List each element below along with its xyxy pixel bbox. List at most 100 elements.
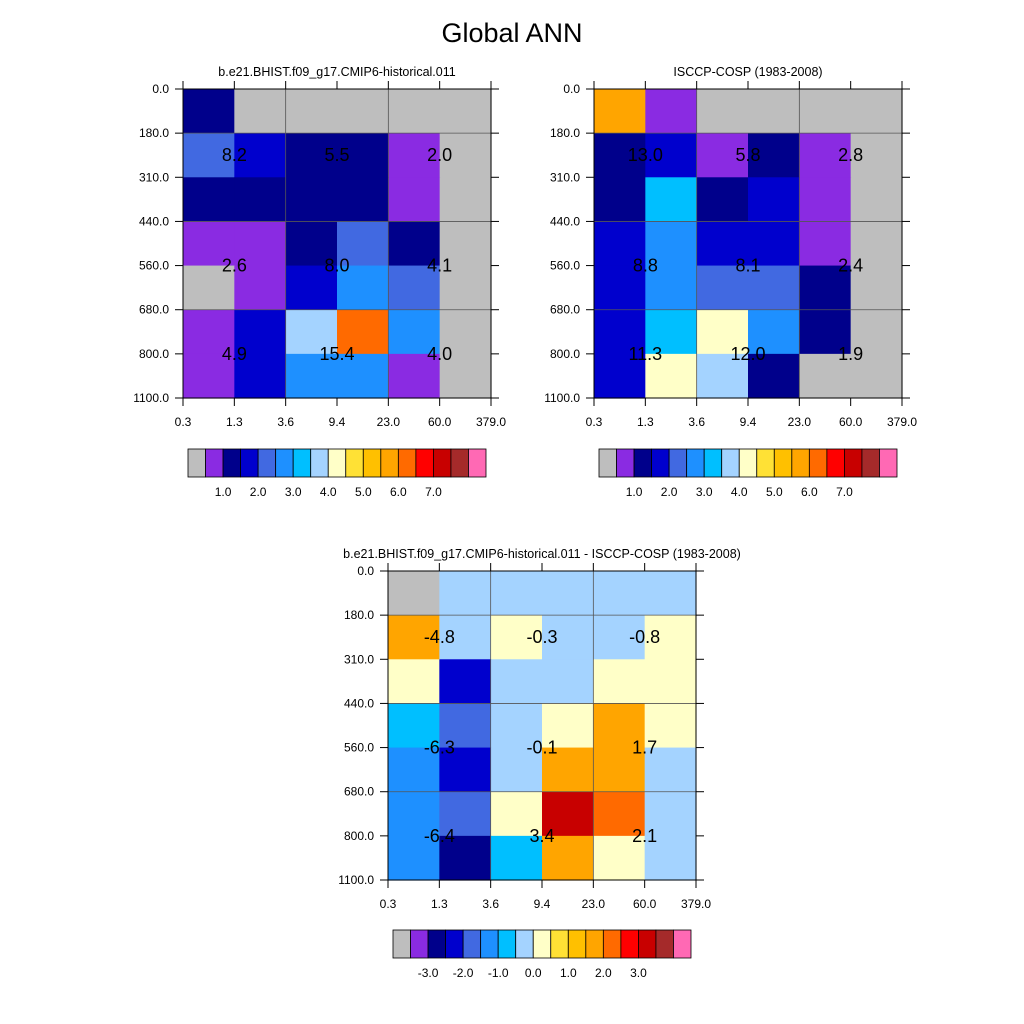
heatmap-cell <box>799 309 852 355</box>
heatmap-cell <box>593 747 646 793</box>
heatmap-cell <box>388 309 441 355</box>
cell-value-label: 12.0 <box>730 344 765 364</box>
heatmap-cell <box>593 703 646 749</box>
cell-value-label: 2.4 <box>838 256 863 276</box>
cell-value-label: -6.4 <box>424 826 455 846</box>
colorbar-swatch <box>410 929 429 959</box>
heatmap-cell <box>490 791 543 837</box>
colorbar-label: 6.0 <box>801 485 818 499</box>
y-tick-label: 560.0 <box>344 741 374 755</box>
colorbar-swatch <box>602 929 622 959</box>
colorbar-swatch <box>756 448 775 478</box>
heatmap-cell <box>490 571 543 616</box>
colorbar-swatch <box>310 448 329 478</box>
colorbar-swatch <box>327 448 347 478</box>
heatmap-cell <box>748 133 800 178</box>
panel-title: ISCCP-COSP (1983-2008) <box>673 65 822 79</box>
heatmap-cell <box>388 747 440 793</box>
heatmap-cell <box>696 89 749 134</box>
x-tick-label: 0.3 <box>586 415 603 429</box>
colorbar-label: 4.0 <box>320 485 337 499</box>
heatmap-cell <box>644 571 697 616</box>
colorbar-swatch <box>397 448 417 478</box>
heatmap-cell <box>388 571 440 616</box>
heatmap-cell <box>183 309 235 355</box>
y-tick-label: 310.0 <box>139 170 169 184</box>
colorbar-swatch <box>257 448 277 478</box>
heatmap-cell <box>542 791 594 837</box>
heatmap-cell <box>645 133 698 178</box>
heatmap-cell <box>594 309 646 355</box>
heatmap-cell <box>594 221 646 267</box>
heatmap-cell <box>439 703 492 749</box>
y-tick-label: 1100.0 <box>338 873 374 887</box>
x-tick-label: 1.3 <box>431 897 448 911</box>
heatmap-cell <box>388 703 440 749</box>
colorbar-swatch <box>686 448 705 478</box>
x-tick-label: 1.3 <box>226 415 243 429</box>
heatmap-cell <box>337 89 389 134</box>
colorbar-label: -1.0 <box>488 966 509 980</box>
heatmap-cell <box>542 659 594 705</box>
colorbar-swatch <box>515 929 534 959</box>
colorbar-swatch <box>362 448 382 478</box>
heatmap-cell <box>644 835 697 881</box>
heatmap-cell <box>593 615 646 660</box>
heatmap-cell <box>799 221 852 267</box>
x-tick-label: 379.0 <box>887 415 917 429</box>
colorbar-swatch <box>738 448 758 478</box>
heatmap-cell <box>799 89 852 134</box>
heatmap-panel-2: ISCCP-COSP (1983-2008) 0.0 180.0 310.0 440.0… <box>544 65 917 499</box>
y-tick-label: 310.0 <box>344 652 374 666</box>
heatmap-cell <box>183 265 235 311</box>
cell-value-label: 2.1 <box>632 826 657 846</box>
cell-value-label: 8.1 <box>735 256 760 276</box>
colorbar-swatch <box>497 929 517 959</box>
colorbar-label: 1.0 <box>560 966 577 980</box>
heatmap-cell <box>850 353 903 399</box>
heatmap-cell <box>439 133 492 178</box>
heatmap-cell <box>337 309 389 355</box>
heatmap-cell <box>337 177 389 223</box>
x-tick-label: 0.3 <box>175 415 192 429</box>
heatmap-cell <box>439 835 492 881</box>
heatmap-cell <box>337 353 389 399</box>
colorbar-label: 6.0 <box>390 485 407 499</box>
heatmap-cell <box>285 353 338 399</box>
heatmap-cell <box>388 835 440 881</box>
heatmap-cell <box>285 265 338 311</box>
y-tick-label: 0.0 <box>357 564 374 578</box>
heatmap-cell <box>593 791 646 837</box>
colorbar-label: -2.0 <box>453 966 474 980</box>
heatmap-cell <box>439 791 492 837</box>
colorbar-label: -3.0 <box>418 966 439 980</box>
colorbar-swatch <box>392 929 411 959</box>
colorbar-swatch <box>620 929 639 959</box>
heatmap-cell <box>644 703 697 749</box>
heatmap-cell <box>696 309 749 355</box>
y-tick-label: 440.0 <box>139 214 169 228</box>
heatmap-cell <box>594 133 646 178</box>
colorbar-swatch <box>633 448 652 478</box>
colorbar-label: 4.0 <box>731 485 748 499</box>
heatmap-panel-3: b.e21.BHIST.f09_g17.CMIP6-historical.011… <box>338 547 741 980</box>
cell-value-label: 8.0 <box>324 256 349 276</box>
x-tick-label: 9.4 <box>329 415 346 429</box>
heatmap-cell <box>439 747 492 793</box>
colorbar-swatch <box>808 448 828 478</box>
heatmap-cell <box>490 615 543 660</box>
heatmap-cell <box>388 221 441 267</box>
colorbar-swatch <box>703 448 723 478</box>
heatmap-cell <box>490 703 543 749</box>
heatmap-cell <box>439 309 492 355</box>
colorbar-swatch <box>415 448 434 478</box>
panel-title: b.e21.BHIST.f09_g17.CMIP6-historical.011 <box>218 65 455 79</box>
colorbar-label: 2.0 <box>661 485 678 499</box>
heatmap-cell <box>696 221 749 267</box>
cell-value-label: -0.3 <box>526 627 557 647</box>
x-tick-label: 379.0 <box>681 897 711 911</box>
colorbar-label: 2.0 <box>595 966 612 980</box>
heatmap-cell <box>285 177 338 223</box>
x-tick-label: 3.6 <box>482 897 499 911</box>
cell-value-label: 5.8 <box>735 145 760 165</box>
